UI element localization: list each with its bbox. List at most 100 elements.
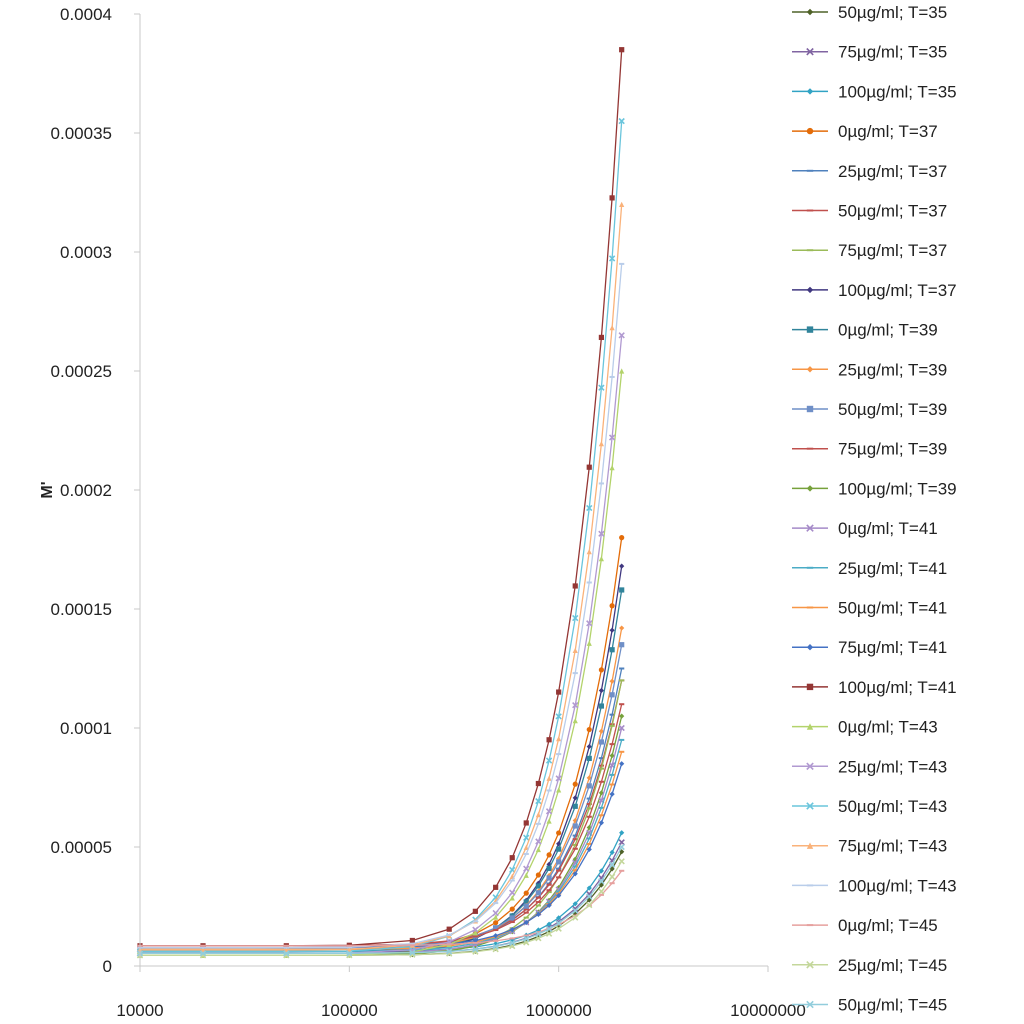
data-point [493, 933, 499, 939]
data-point [446, 948, 453, 955]
legend-label: 100µg/ml; T=43 [838, 876, 957, 895]
data-point [586, 640, 592, 646]
data-point [556, 915, 562, 921]
data-point [572, 871, 578, 877]
data-point [806, 47, 814, 56]
data-point [806, 802, 814, 810]
legend-item: 100µg/ml; T=39 [792, 479, 957, 498]
data-point [609, 603, 615, 609]
series-25 [136, 843, 625, 957]
data-point [608, 255, 616, 262]
data-point [609, 678, 615, 684]
data-point [200, 946, 206, 953]
data-point [609, 692, 615, 698]
data-point [572, 823, 578, 829]
data-point [609, 849, 615, 855]
data-point [586, 548, 592, 555]
legend-item: 75µg/ml; T=41 [792, 638, 947, 657]
y-axis: 0 0.00005 0.0001 0.00015 0.0002 0.00025 0.0003… [51, 5, 140, 976]
data-point [523, 844, 529, 851]
legend-item: 50µg/ml; T=43 [792, 797, 947, 816]
data-point [546, 865, 552, 871]
legend-item: 25µg/ml; T=45 [792, 956, 947, 975]
legend-label: 0µg/ml; T=43 [838, 718, 938, 737]
data-point [572, 901, 578, 907]
data-point [609, 791, 615, 797]
data-point [598, 687, 604, 694]
data-point [199, 950, 207, 957]
legend-item: 25µg/ml; T=39 [792, 360, 947, 379]
data-point [535, 911, 541, 917]
data-point [509, 889, 516, 896]
data-point [806, 405, 814, 413]
data-point [555, 920, 562, 927]
data-point [572, 905, 579, 912]
data-point [586, 897, 592, 903]
data-point [598, 882, 604, 888]
data-point [555, 925, 562, 932]
data-point [598, 877, 605, 885]
legend-label: 0µg/ml; T=41 [838, 519, 938, 538]
data-point [609, 325, 615, 331]
data-point [546, 775, 552, 781]
data-point [806, 683, 814, 691]
data-point [586, 743, 592, 750]
data-point [555, 775, 562, 782]
data-point [472, 908, 478, 914]
data-point [535, 812, 541, 818]
legend-item: 75µg/ml; T=35 [792, 43, 947, 62]
legend-item: 50µg/ml; T=41 [792, 599, 947, 618]
data-point [523, 899, 529, 905]
data-point [609, 465, 615, 471]
data-point [523, 820, 529, 826]
legend-item: 25µg/ml; T=43 [792, 757, 947, 776]
legend-item: 0µg/ml; T=37 [792, 122, 938, 141]
y-tick-label: 0.00025 [51, 362, 112, 381]
data-point [619, 587, 625, 593]
legend-label: 50µg/ml; T=43 [838, 797, 947, 816]
data-point [545, 808, 553, 815]
data-point [346, 950, 353, 957]
data-point [535, 838, 542, 845]
data-point [523, 935, 530, 942]
legend-item: 75µg/ml; T=37 [792, 241, 947, 260]
legend-label: 25µg/ml; T=43 [838, 757, 947, 776]
data-point [556, 787, 562, 793]
data-point [546, 852, 552, 858]
y-tick-label: 0.0004 [60, 5, 112, 24]
data-point [619, 849, 625, 855]
data-point [598, 441, 604, 447]
data-point [586, 846, 592, 853]
data-point [586, 620, 593, 627]
data-point [806, 1000, 814, 1009]
data-point [523, 903, 529, 909]
data-point [472, 930, 478, 936]
data-point [609, 627, 615, 633]
data-point [806, 286, 814, 294]
x-tick-label: 10000 [116, 1001, 163, 1020]
legend-item: 50µg/ml; T=35 [792, 3, 947, 22]
y-axis-title: M' [39, 481, 56, 498]
data-point [806, 8, 814, 16]
data-point [409, 937, 415, 944]
data-point [509, 855, 515, 861]
legend-label: 0µg/ml; T=37 [838, 122, 938, 141]
data-point [806, 366, 814, 373]
data-point [586, 504, 593, 512]
data-point [283, 946, 289, 953]
legend-label: 100µg/ml; T=35 [838, 82, 957, 101]
legend-item: 50µg/ml; T=45 [792, 996, 947, 1015]
data-point [546, 818, 552, 824]
data-point [535, 890, 541, 896]
data-point [609, 195, 615, 201]
data-point [806, 961, 814, 969]
legend-label: 75µg/ml; T=39 [838, 440, 947, 459]
data-point [556, 830, 562, 836]
data-point [523, 890, 529, 896]
data-point [556, 846, 562, 852]
legend-item: 0µg/ml; T=41 [792, 519, 938, 538]
legend-label: 50µg/ml; T=37 [838, 202, 947, 221]
data-point [572, 614, 579, 622]
data-point [546, 902, 552, 908]
legend-label: 75µg/ml; T=43 [838, 837, 947, 856]
